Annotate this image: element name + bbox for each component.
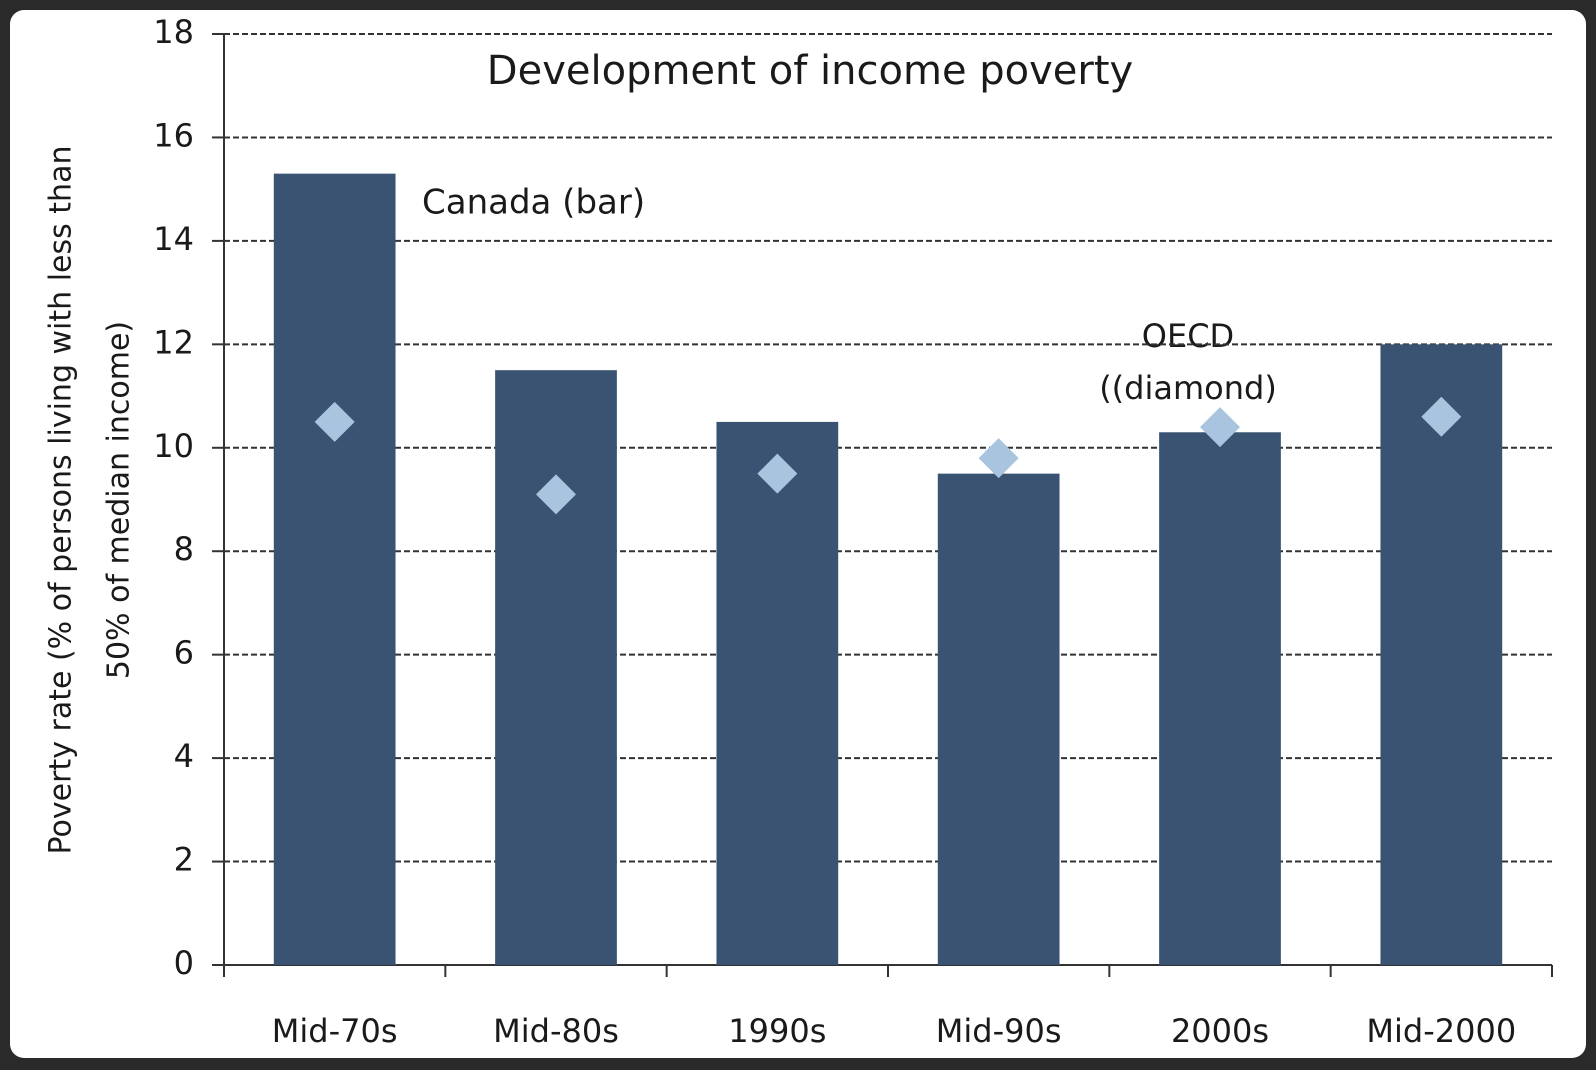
y-axis-label: 50% of median income) <box>102 321 137 679</box>
y-tick-label: 14 <box>153 220 194 258</box>
diamond-marker <box>536 474 576 515</box>
bar <box>1159 432 1281 965</box>
y-axis-label: Poverty rate (% of persons living with l… <box>44 146 79 855</box>
y-tick-label: 12 <box>153 323 194 361</box>
diamond-marker <box>314 401 355 442</box>
y-tick-label: 4 <box>174 737 194 775</box>
annotation: OECD <box>1142 317 1234 355</box>
y-tick-label: 2 <box>174 841 194 879</box>
bar <box>716 421 839 966</box>
y-tick-label: 16 <box>153 116 194 154</box>
annotation: Canada (bar) <box>422 183 645 223</box>
x-tick-label: Mid-2000 <box>1366 1012 1516 1050</box>
x-tick-label: Mid-70s <box>272 1012 398 1050</box>
x-tick-label: Mid-80s <box>493 1012 619 1050</box>
x-tick-label: 1990s <box>728 1012 826 1050</box>
bar <box>495 370 617 965</box>
annotation: ((diamond) <box>1099 369 1277 407</box>
chart-title: Development of income poverty <box>487 48 1133 94</box>
y-tick-label: 18 <box>153 13 194 51</box>
bar <box>937 473 1060 965</box>
diamond-marker <box>978 438 1019 479</box>
bar <box>273 173 396 965</box>
diamond-marker <box>1200 407 1240 448</box>
diamond-marker <box>757 453 798 494</box>
diamond-marker <box>1421 396 1462 437</box>
x-tick-label: Mid-90s <box>936 1012 1062 1050</box>
y-tick-label: 0 <box>174 944 194 982</box>
x-tick-label: 2000s <box>1171 1012 1269 1050</box>
bar <box>1380 344 1503 965</box>
y-tick-label: 8 <box>174 530 194 568</box>
y-tick-label: 6 <box>174 634 194 672</box>
y-tick-label: 10 <box>153 427 194 465</box>
